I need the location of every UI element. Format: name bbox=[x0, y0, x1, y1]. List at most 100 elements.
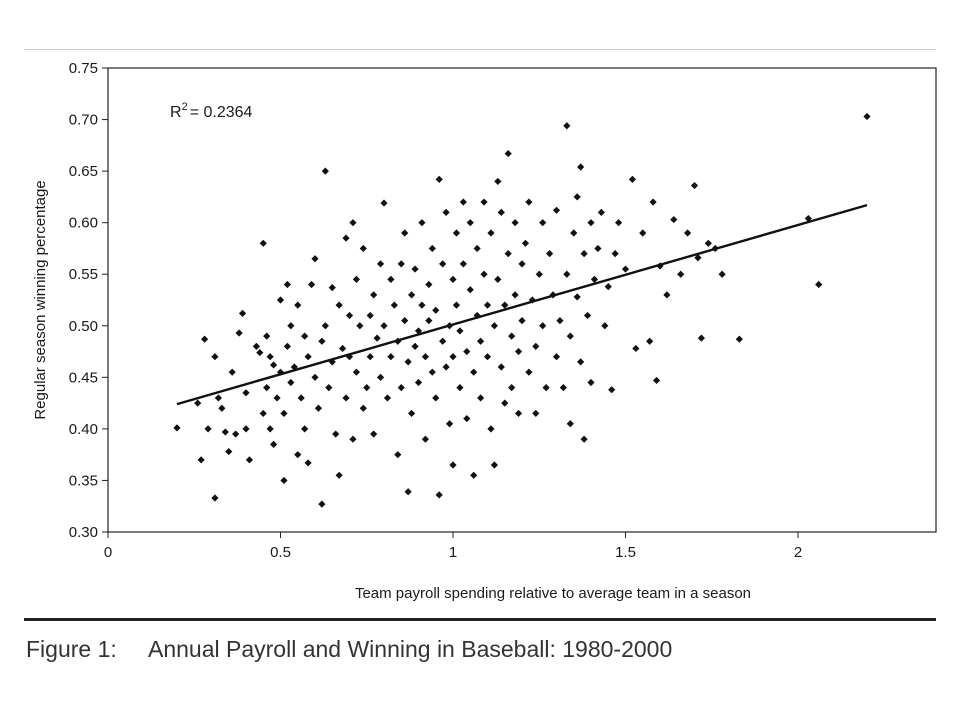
scatter-point bbox=[345, 311, 354, 320]
scatter-point bbox=[297, 394, 305, 402]
top-rule bbox=[24, 49, 936, 50]
scatter-point bbox=[621, 265, 630, 273]
scatter-point bbox=[283, 280, 291, 289]
scatter-point bbox=[697, 334, 705, 342]
scatter-point bbox=[463, 414, 471, 423]
scatter-point bbox=[252, 342, 260, 350]
scatter-point bbox=[221, 428, 229, 436]
x-axis-title: Team payroll spending relative to averag… bbox=[355, 585, 751, 602]
scatter-point bbox=[583, 311, 592, 320]
scatter-point bbox=[432, 394, 440, 402]
scatter-point bbox=[608, 386, 616, 394]
scatter-point bbox=[201, 335, 209, 343]
scatter-point bbox=[501, 399, 509, 407]
plot-area bbox=[107, 67, 937, 533]
scatter-point bbox=[504, 250, 512, 258]
scatter-point bbox=[425, 280, 433, 289]
scatter-point bbox=[508, 384, 516, 392]
scatter-point bbox=[314, 404, 323, 412]
scatter-point bbox=[366, 311, 374, 320]
scatter-point bbox=[225, 447, 233, 456]
scatter-point bbox=[615, 219, 623, 227]
scatter-point bbox=[494, 177, 502, 186]
scatter-point bbox=[242, 389, 250, 397]
scatter-point bbox=[594, 244, 602, 253]
scatter-point bbox=[815, 280, 823, 289]
scatter-point bbox=[370, 291, 378, 299]
scatter-point bbox=[690, 181, 699, 190]
scatter-point bbox=[356, 322, 364, 330]
plot-frame bbox=[107, 67, 937, 533]
scatter-point bbox=[301, 425, 309, 433]
scatter-point bbox=[197, 456, 205, 464]
scatter-point bbox=[339, 344, 347, 353]
scatter-point bbox=[559, 384, 567, 392]
scatter-point bbox=[532, 342, 540, 350]
scatter-point bbox=[408, 409, 416, 418]
scatter-point bbox=[449, 353, 457, 361]
scatter-point bbox=[580, 250, 588, 258]
scatter-point bbox=[266, 425, 274, 433]
scatter-point bbox=[397, 384, 405, 392]
scatter-point bbox=[542, 384, 550, 392]
scatter-point bbox=[328, 284, 336, 292]
x-tick-label: 0 bbox=[104, 544, 112, 561]
y-tick-label: 0.75 bbox=[69, 60, 98, 77]
scatter-point bbox=[304, 459, 312, 467]
x-tick-label: 1.5 bbox=[615, 544, 636, 561]
scatter-point bbox=[556, 317, 564, 325]
scatter-point bbox=[735, 335, 743, 343]
scatter-point bbox=[483, 301, 492, 309]
scatter-point bbox=[649, 198, 657, 206]
scatter-point bbox=[504, 149, 512, 158]
scatter-point bbox=[521, 239, 530, 247]
scatter-point bbox=[397, 260, 405, 268]
scatter-point bbox=[480, 198, 488, 206]
scatter-point bbox=[532, 409, 540, 418]
scatter-point bbox=[452, 301, 461, 309]
scatter-point bbox=[539, 322, 547, 330]
scatter-point bbox=[383, 394, 392, 402]
scatter-point bbox=[204, 425, 212, 433]
scatter-point bbox=[677, 270, 685, 278]
scatter-point bbox=[863, 112, 871, 121]
figure-caption: Figure 1: Annual Payroll and Winning in B… bbox=[26, 636, 926, 666]
scatter-point bbox=[287, 378, 295, 387]
scatter-point bbox=[228, 368, 236, 376]
scatter-point bbox=[435, 175, 443, 183]
scatter-point bbox=[477, 337, 485, 345]
scatter-point bbox=[211, 353, 219, 361]
scatter-point bbox=[456, 384, 464, 392]
scatter-point bbox=[552, 206, 561, 214]
scatter-point bbox=[459, 260, 467, 268]
scatter-point bbox=[628, 175, 636, 183]
scatter-point bbox=[470, 368, 478, 376]
r-squared-symbol: R bbox=[170, 104, 182, 121]
scatter-point bbox=[487, 229, 495, 237]
scatter-point bbox=[414, 378, 423, 387]
scatter-point bbox=[470, 471, 478, 479]
scatter-points bbox=[173, 112, 871, 508]
scatter-point bbox=[373, 334, 381, 342]
scatter-point bbox=[511, 291, 519, 299]
scatter-point bbox=[483, 353, 492, 361]
scatter-point bbox=[390, 301, 398, 309]
y-tick-label: 0.35 bbox=[69, 472, 98, 489]
scatter-point bbox=[294, 451, 302, 459]
scatter-point bbox=[577, 358, 585, 366]
scatter-point bbox=[494, 275, 502, 283]
scatter-point bbox=[587, 378, 595, 387]
scatter-point bbox=[428, 368, 436, 376]
scatter-point bbox=[597, 208, 605, 216]
scatter-point bbox=[525, 198, 533, 206]
scatter-point bbox=[280, 476, 288, 485]
scatter-point bbox=[266, 353, 274, 361]
figure-number: Figure 1: bbox=[26, 636, 117, 662]
scatter-point bbox=[238, 309, 247, 318]
scatter-point bbox=[349, 435, 357, 443]
scatter-point bbox=[632, 344, 640, 353]
scatter-point bbox=[273, 394, 281, 402]
scatter-point bbox=[352, 368, 360, 376]
scatter-point bbox=[325, 384, 333, 392]
scatter-point bbox=[563, 270, 571, 278]
